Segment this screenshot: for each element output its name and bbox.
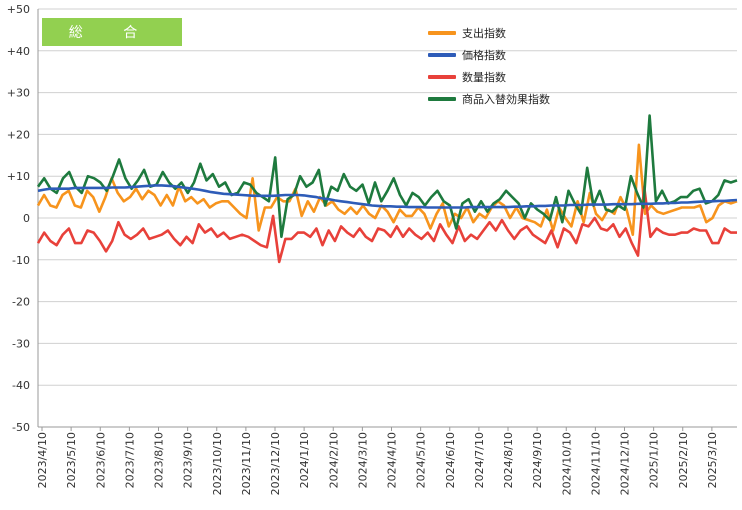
legend-swatch-price: [428, 53, 456, 57]
y-tick-label: +30: [7, 87, 30, 100]
y-tick-label: -30: [12, 337, 30, 350]
legend-item-price: 価格指数: [428, 44, 550, 66]
x-tick-label: 2023/5/10: [65, 432, 78, 488]
x-tick-label: 2024/11/10: [589, 432, 602, 495]
x-tick-label: 2024/1/10: [298, 432, 311, 488]
x-tick-label: 2023/8/10: [153, 432, 166, 488]
x-tick-label: 2024/10/10: [560, 432, 573, 495]
legend-label-spending: 支出指数: [462, 27, 506, 40]
series-line-2: [36, 185, 737, 264]
series-line-0: [36, 143, 738, 236]
y-tick-label: -40: [12, 379, 30, 392]
x-tick-label: 2023/4/10: [36, 432, 49, 488]
x-tick-label: 2023/7/10: [123, 432, 136, 488]
x-tick-label: 2023/11/10: [240, 432, 253, 495]
legend-swatch-quantity: [428, 75, 456, 79]
x-tick-label: 2024/2/10: [327, 432, 340, 488]
x-tick-label: 2023/10/10: [211, 432, 224, 495]
legend-swatch-replacement: [428, 97, 456, 101]
x-tick-label: 2024/9/10: [531, 432, 544, 488]
x-tick-label: 2024/5/10: [415, 432, 428, 488]
y-tick-label: +40: [7, 45, 30, 58]
x-tick-label: 2023/12/10: [269, 432, 282, 495]
x-tick-label: 2023/6/10: [94, 432, 107, 488]
y-tick-label: -20: [12, 296, 30, 309]
legend-swatch-spending: [428, 31, 456, 35]
legend-label-replacement: 商品入替効果指数: [462, 93, 550, 106]
x-tick-label: 2025/1/10: [648, 432, 661, 488]
x-tick-label: 2024/8/10: [502, 432, 515, 488]
legend-item-quantity: 数量指数: [428, 66, 550, 88]
x-tick-label: 2024/12/10: [619, 432, 632, 495]
legend-label-price: 価格指数: [462, 49, 506, 62]
legend-label-quantity: 数量指数: [462, 71, 506, 84]
legend-item-spending: 支出指数: [428, 22, 550, 44]
x-tick-label: 2024/6/10: [444, 432, 457, 488]
x-tick-label: 2024/7/10: [473, 432, 486, 488]
y-tick-label: -10: [12, 254, 30, 267]
x-tick-label: 2024/4/10: [386, 432, 399, 488]
y-tick-label: -50: [12, 421, 30, 434]
x-tick-label: 2023/9/10: [182, 432, 195, 488]
legend-item-replacement: 商品入替効果指数: [428, 88, 550, 110]
y-tick-label: 0: [23, 212, 30, 225]
y-tick-label: +20: [7, 128, 30, 141]
series-line-1: [37, 184, 738, 209]
y-tick-label: +50: [7, 3, 30, 16]
y-tick-label: +10: [7, 170, 30, 183]
category-badge: 総 合: [42, 18, 182, 46]
legend: 支出指数 価格指数 数量指数 商品入替効果指数: [428, 22, 550, 110]
x-tick-label: 2025/2/10: [677, 432, 690, 488]
x-tick-label: 2025/3/10: [706, 432, 719, 488]
x-tick-label: 2024/3/10: [356, 432, 369, 488]
